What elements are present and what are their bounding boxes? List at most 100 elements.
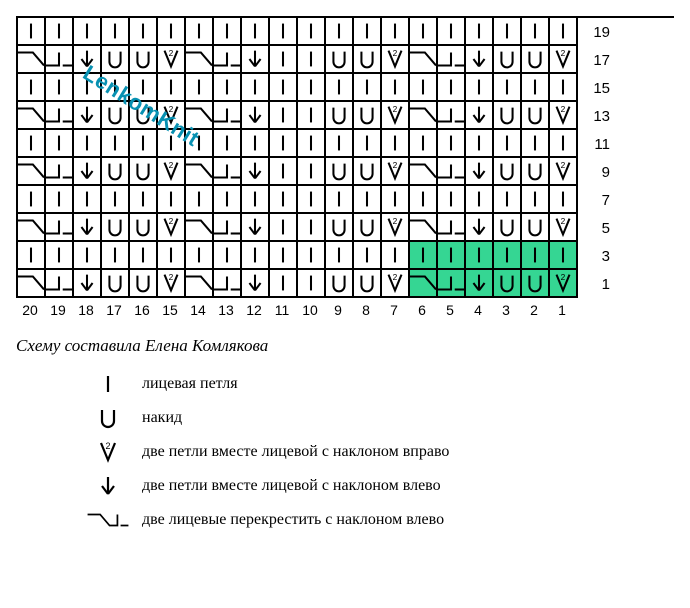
chart-cell	[46, 186, 74, 214]
chart-cell	[410, 242, 438, 270]
svg-text:2: 2	[169, 272, 174, 282]
chart-cell	[186, 46, 214, 74]
svg-text:2: 2	[561, 48, 566, 58]
chart-cell	[494, 18, 522, 46]
chart-cell	[130, 46, 158, 74]
chart-cell	[494, 74, 522, 102]
chart-cell	[494, 242, 522, 270]
svg-text:2: 2	[393, 272, 398, 282]
knitting-chart-container: LenkomKnit 19222171522213112229722253222…	[16, 16, 674, 318]
chart-cell	[242, 270, 270, 298]
chart-cell	[74, 214, 102, 242]
col-number: 15	[156, 302, 184, 318]
chart-cell	[410, 74, 438, 102]
chart-cell	[102, 102, 130, 130]
chart-cell	[102, 18, 130, 46]
chart-cell	[550, 18, 578, 46]
col-number: 9	[324, 302, 352, 318]
chart-cell	[74, 270, 102, 298]
svg-text:2: 2	[561, 272, 566, 282]
chart-cell	[494, 130, 522, 158]
svg-text:2: 2	[393, 216, 398, 226]
col-number: 10	[296, 302, 324, 318]
chart-cell	[242, 158, 270, 186]
chart-cell	[18, 242, 46, 270]
chart-cell	[270, 186, 298, 214]
chart-cell	[438, 186, 466, 214]
chart-cell	[298, 18, 326, 46]
svg-text:2: 2	[561, 160, 566, 170]
chart-cell	[186, 18, 214, 46]
chart-cell	[102, 74, 130, 102]
knitting-chart-grid: 192221715222131122297222532221	[16, 16, 674, 298]
vl-icon	[86, 472, 130, 500]
chart-cell	[270, 270, 298, 298]
chart-cell	[410, 46, 438, 74]
chart-cell	[438, 74, 466, 102]
chart-cell: 2	[550, 158, 578, 186]
chart-cell	[354, 18, 382, 46]
svg-text:2: 2	[105, 441, 110, 451]
svg-text:2: 2	[393, 48, 398, 58]
row-number: 9	[578, 158, 614, 186]
chart-cell	[410, 130, 438, 158]
col-number: 12	[240, 302, 268, 318]
chart-cell	[550, 186, 578, 214]
col-number: 7	[380, 302, 408, 318]
chart-cell	[522, 46, 550, 74]
chart-cell	[74, 158, 102, 186]
chart-cell	[522, 130, 550, 158]
svg-text:2: 2	[169, 160, 174, 170]
chart-cell	[438, 214, 466, 242]
chart-cell	[74, 18, 102, 46]
chart-cell	[158, 18, 186, 46]
row-number: 15	[578, 74, 614, 102]
chart-cell	[102, 186, 130, 214]
chart-cell	[438, 158, 466, 186]
chart-cell	[522, 242, 550, 270]
chart-cell	[466, 270, 494, 298]
chart-cell	[550, 130, 578, 158]
chart-cell	[298, 74, 326, 102]
column-labels: 2019181716151413121110987654321	[16, 302, 674, 318]
chart-cell	[186, 270, 214, 298]
chart-cell	[46, 158, 74, 186]
chart-cell	[130, 18, 158, 46]
chart-cell	[102, 158, 130, 186]
col-number: 11	[268, 302, 296, 318]
chart-cell	[214, 102, 242, 130]
chart-cell: 2	[550, 214, 578, 242]
col-number: 1	[548, 302, 576, 318]
legend-label: накид	[142, 409, 182, 427]
chart-cell	[46, 102, 74, 130]
chart-cell	[270, 158, 298, 186]
chart-cell	[494, 270, 522, 298]
chart-cell	[18, 18, 46, 46]
chart-cell	[214, 130, 242, 158]
knit-icon	[86, 370, 130, 398]
chart-cell	[494, 158, 522, 186]
cable-icon	[86, 506, 130, 534]
chart-cell	[130, 102, 158, 130]
row-number: 3	[578, 242, 614, 270]
chart-cell	[298, 270, 326, 298]
svg-text:2: 2	[393, 104, 398, 114]
chart-cell	[326, 158, 354, 186]
svg-text:2: 2	[561, 104, 566, 114]
chart-cell	[522, 158, 550, 186]
chart-cell	[466, 102, 494, 130]
chart-cell	[242, 74, 270, 102]
chart-cell	[466, 74, 494, 102]
chart-cell: 2	[158, 102, 186, 130]
chart-cell	[410, 102, 438, 130]
legend-label: две петли вместе лицевой с наклоном впра…	[142, 443, 449, 461]
legend-row: лицевая петля	[86, 370, 674, 398]
chart-cell	[46, 242, 74, 270]
chart-cell	[410, 186, 438, 214]
chart-cell	[494, 102, 522, 130]
chart-cell	[550, 242, 578, 270]
chart-cell	[326, 270, 354, 298]
chart-cell	[382, 242, 410, 270]
chart-cell	[46, 214, 74, 242]
chart-cell	[354, 46, 382, 74]
